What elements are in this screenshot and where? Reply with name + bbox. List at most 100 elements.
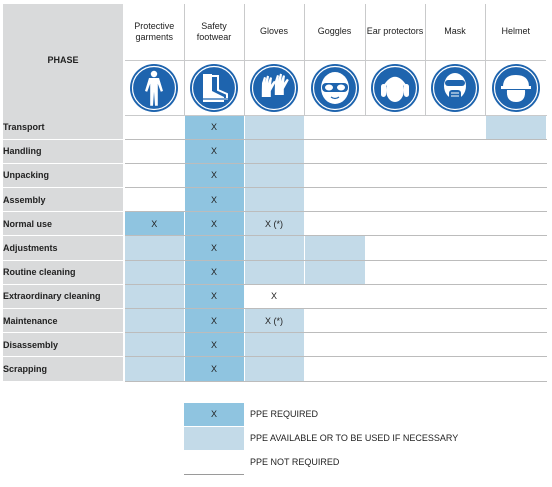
table-row: Maintenance X X (*)	[3, 308, 547, 334]
ppe-cell	[304, 284, 366, 310]
ppe-cell: X	[184, 260, 245, 285]
table-row: Adjustments X	[3, 235, 547, 261]
legend-swatch	[184, 451, 244, 475]
table-row: Normal use X X X (*)	[3, 211, 547, 237]
ppe-cell	[425, 332, 486, 358]
mask-icon	[431, 63, 479, 112]
ppe-cell	[244, 356, 305, 382]
ppe-cell	[124, 260, 185, 285]
ppe-cell: X	[184, 115, 245, 140]
ppe-cell	[425, 260, 486, 285]
legend-swatch: X	[184, 403, 244, 426]
table-row: Handling X	[3, 139, 547, 164]
ppe-cell: X (*)	[244, 308, 305, 334]
ppe-cell	[244, 260, 305, 285]
ppe-cell	[485, 332, 547, 358]
ppe-cell	[485, 115, 547, 140]
ppe-cell	[425, 308, 486, 334]
ppe-cell	[304, 139, 366, 164]
ppe-cell: X	[244, 284, 305, 310]
phase-label: Extraordinary cleaning	[3, 284, 125, 310]
phase-header: PHASE	[3, 4, 125, 115]
ear-protectors-icon	[371, 63, 419, 112]
phase-label: Maintenance	[3, 308, 125, 334]
ppe-cell	[365, 260, 426, 285]
ppe-cell	[304, 115, 366, 140]
ppe-cell	[425, 356, 486, 382]
helmet-icon	[491, 63, 540, 112]
table-row: Routine cleaning X	[3, 260, 547, 285]
ppe-cell	[304, 308, 366, 334]
ppe-cell: X	[184, 332, 245, 358]
ppe-cell	[244, 139, 305, 164]
ppe-cell: X	[184, 308, 245, 334]
phase-label: Normal use	[3, 211, 125, 237]
ppe-cell	[425, 163, 486, 189]
column-header-safety-footwear: Safety footwear	[184, 4, 245, 61]
table-row: Extraordinary cleaning X X	[3, 284, 547, 310]
ppe-cell: X	[184, 235, 245, 261]
ppe-cell	[244, 332, 305, 358]
ppe-cell	[304, 211, 366, 237]
ppe-cell	[425, 187, 486, 213]
ppe-cell	[485, 235, 547, 261]
ppe-cell	[124, 332, 185, 358]
ppe-cell: X	[184, 211, 245, 237]
phase-label: Scrapping	[3, 356, 125, 382]
goggles-icon	[310, 63, 359, 112]
ppe-cell: X (*)	[244, 211, 305, 237]
ppe-table: PHASE Protective garments Safety footwea…	[3, 4, 547, 382]
gloves-icon	[250, 63, 298, 112]
ppe-cell	[365, 332, 426, 358]
column-header-ear-protectors: Ear protectors	[365, 4, 426, 61]
ppe-cell	[365, 163, 426, 189]
ppe-cell	[365, 284, 426, 310]
ppe-cell	[124, 139, 185, 164]
ppe-cell	[365, 308, 426, 334]
ppe-cell: X	[184, 356, 245, 382]
ppe-cell	[124, 356, 185, 382]
protective-garments-icon	[130, 63, 179, 112]
ppe-cell	[244, 187, 305, 213]
ppe-cell: X	[124, 211, 185, 237]
ppe-cell	[244, 115, 305, 140]
column-header-gloves: Gloves	[244, 4, 305, 61]
ppe-cell	[124, 187, 185, 213]
ppe-cell: X	[184, 187, 245, 213]
ppe-cell	[485, 139, 547, 164]
ppe-cell	[365, 139, 426, 164]
table-row: Unpacking X	[3, 163, 547, 189]
ppe-cell	[365, 115, 426, 140]
ppe-cell	[485, 356, 547, 382]
legend-label: PPE REQUIRED	[250, 409, 319, 419]
table-row: Scrapping X	[3, 356, 547, 382]
ppe-cell	[124, 284, 185, 310]
ppe-cell	[304, 332, 366, 358]
legend-swatch	[184, 427, 244, 450]
ppe-cell	[244, 163, 305, 189]
phase-label: Disassembly	[3, 332, 125, 358]
table-row: Assembly X	[3, 187, 547, 213]
ppe-cell	[365, 187, 426, 213]
ppe-cell	[244, 235, 305, 261]
ppe-cell	[124, 115, 185, 140]
phase-label: Routine cleaning	[3, 260, 125, 285]
ppe-cell	[485, 163, 547, 189]
column-header-mask: Mask	[425, 4, 486, 61]
ppe-cell	[304, 356, 366, 382]
ppe-cell	[365, 235, 426, 261]
ppe-cell	[304, 235, 366, 261]
ppe-cell	[304, 163, 366, 189]
safety-footwear-icon	[190, 63, 238, 112]
ppe-cell	[425, 115, 486, 140]
ppe-cell: X	[184, 163, 245, 189]
legend-label: PPE NOT REQUIRED	[250, 457, 340, 467]
ppe-cell	[425, 211, 486, 237]
ppe-cell	[425, 235, 486, 261]
table-row: Transport X	[3, 115, 547, 140]
ppe-cell	[124, 163, 185, 189]
ppe-cell	[485, 260, 547, 285]
phase-label: Transport	[3, 115, 125, 140]
ppe-cell	[485, 308, 547, 334]
ppe-cell	[485, 187, 547, 213]
